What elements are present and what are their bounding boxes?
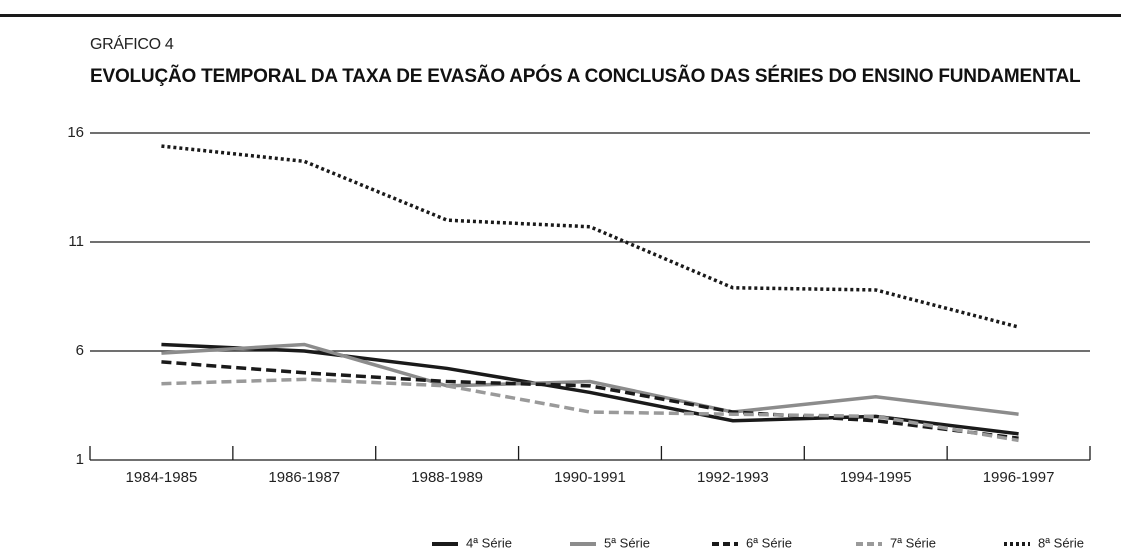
top-rule (0, 14, 1121, 17)
x-tick-label: 1990-1991 (554, 469, 626, 486)
x-tick-label: 1986-1987 (268, 469, 340, 486)
series-line (161, 144, 1020, 329)
y-tick-label: 16 (67, 124, 84, 141)
y-tick-label: 1 (76, 451, 84, 468)
x-tick-label: 1988-1989 (411, 469, 483, 486)
chart-title: EVOLUÇÃO TEMPORAL DA TAXA DE EVASÃO APÓS… (90, 66, 1081, 87)
y-tick-label: 11 (68, 233, 84, 250)
series-line (161, 360, 1019, 440)
series-line (161, 342, 1019, 436)
legend-label: 7ª Série (890, 535, 936, 550)
chart-subtitle: GRÁFICO 4 (90, 36, 174, 53)
x-tick-label: 1992-1993 (697, 469, 769, 486)
legend-label: 8ª Série (1038, 535, 1084, 550)
legend-label: 5ª Série (604, 535, 650, 550)
legend-label: 6ª Série (746, 535, 792, 550)
y-tick-label: 6 (76, 342, 84, 359)
x-tick-label: 1984-1985 (126, 469, 198, 486)
series-line (161, 377, 1019, 443)
legend-label: 4ª Série (466, 535, 512, 550)
series-line (161, 342, 1019, 416)
x-tick-label: 1994-1995 (840, 469, 912, 486)
x-tick-label: 1996-1997 (983, 469, 1055, 486)
